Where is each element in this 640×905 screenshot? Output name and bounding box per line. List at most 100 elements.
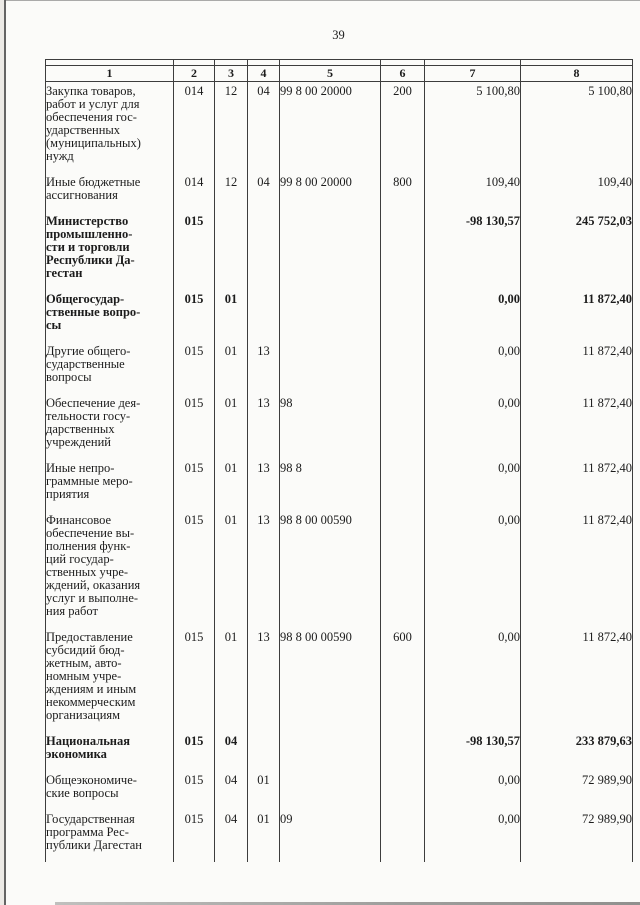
cell-col1: Общеэкономиче- ские вопросы [45, 771, 174, 810]
cell-col2: 014 [173, 81, 215, 173]
cell-col7: 5 100,80 [424, 81, 521, 173]
cell-col2: 015 [173, 732, 215, 771]
table-row: Общегосудар- ственные вопро- сы 015 01 0… [45, 290, 633, 342]
cell-col6 [380, 342, 425, 394]
column-header-1: 1 [45, 65, 174, 82]
column-header-4: 4 [247, 65, 280, 82]
scan-left-edge-line [4, 0, 6, 905]
cell-col5 [279, 290, 381, 342]
cell-col4 [247, 732, 280, 771]
cell-col4: 04 [247, 81, 280, 173]
cell-col3: 01 [214, 394, 248, 459]
column-header-7: 7 [424, 65, 521, 82]
cell-col3 [214, 212, 248, 290]
cell-col1: Иные бюджетные ассигнования [45, 173, 174, 212]
cell-col5 [279, 771, 381, 810]
cell-col8: 72 989,90 [520, 771, 633, 810]
cell-col7: -98 130,57 [424, 212, 521, 290]
cell-col7: 0,00 [424, 771, 521, 810]
cell-col1: Национальная экономика [45, 732, 174, 771]
cell-col2: 015 [173, 342, 215, 394]
table-row: Закупка товаров, работ и услуг для обесп… [45, 81, 633, 173]
cell-col6: 800 [380, 173, 425, 212]
cell-col1: Обеспечение дея- тельности госу- дарстве… [45, 394, 174, 459]
cell-col8: 233 879,63 [520, 732, 633, 771]
cell-col5: 98 8 00 00590 [279, 628, 381, 732]
cell-col8: 11 872,40 [520, 342, 633, 394]
cell-col8: 11 872,40 [520, 628, 633, 732]
cell-col6 [380, 459, 425, 511]
cell-col8: 5 100,80 [520, 81, 633, 173]
cell-col2: 015 [173, 394, 215, 459]
cell-col3: 12 [214, 173, 248, 212]
budget-table: 1 2 3 4 5 6 7 8 Закупка товаров, работ и… [45, 59, 633, 862]
cell-col2: 015 [173, 459, 215, 511]
cell-col7: -98 130,57 [424, 732, 521, 771]
cell-col5: 98 [279, 394, 381, 459]
cell-col2: 015 [173, 511, 215, 628]
cell-col4 [247, 290, 280, 342]
cell-col3: 12 [214, 81, 248, 173]
cell-col7: 0,00 [424, 394, 521, 459]
column-header-6: 6 [380, 65, 425, 82]
table-row: Общеэкономиче- ские вопросы 015 04 01 0,… [45, 771, 633, 810]
scan-top-edge-line [5, 0, 640, 1]
cell-col7: 0,00 [424, 810, 521, 862]
cell-col8: 11 872,40 [520, 459, 633, 511]
cell-col4 [247, 212, 280, 290]
cell-col8: 11 872,40 [520, 290, 633, 342]
table-row: Иные непро- граммные меро- приятия 015 0… [45, 459, 633, 511]
cell-col3: 04 [214, 771, 248, 810]
cell-col2: 015 [173, 290, 215, 342]
cell-col1: Министерство промышленно- сти и торговли… [45, 212, 174, 290]
column-header-3: 3 [214, 65, 248, 82]
cell-col7: 0,00 [424, 290, 521, 342]
cell-col6 [380, 290, 425, 342]
cell-col2: 015 [173, 212, 215, 290]
cell-col5 [279, 212, 381, 290]
cell-col5: 99 8 00 20000 [279, 173, 381, 212]
cell-col7: 0,00 [424, 628, 521, 732]
cell-col6 [380, 511, 425, 628]
cell-col8: 11 872,40 [520, 394, 633, 459]
cell-col4: 04 [247, 173, 280, 212]
cell-col3: 01 [214, 511, 248, 628]
cell-col3: 04 [214, 732, 248, 771]
cell-col1: Финансовое обеспечение вы- полнения функ… [45, 511, 174, 628]
cell-col4: 13 [247, 628, 280, 732]
column-header-8: 8 [520, 65, 633, 82]
table-row: Финансовое обеспечение вы- полнения функ… [45, 511, 633, 628]
cell-col2: 014 [173, 173, 215, 212]
table-row: Иные бюджетные ассигнования 014 12 04 99… [45, 173, 633, 212]
table-row: Обеспечение дея- тельности госу- дарстве… [45, 394, 633, 459]
cell-col3: 01 [214, 342, 248, 394]
page-number: 39 [332, 28, 345, 42]
header-gap-row [45, 59, 633, 66]
cell-col3: 04 [214, 810, 248, 862]
cell-col5 [279, 732, 381, 771]
table-row: Другие общего- сударственные вопросы 015… [45, 342, 633, 394]
cell-col3: 01 [214, 628, 248, 732]
cell-col1: Иные непро- граммные меро- приятия [45, 459, 174, 511]
cell-col5: 98 8 00 00590 [279, 511, 381, 628]
cell-col5: 09 [279, 810, 381, 862]
cell-col6 [380, 394, 425, 459]
cell-col1: Предоставление субсидий бюд- жетным, авт… [45, 628, 174, 732]
cell-col4: 01 [247, 810, 280, 862]
cell-col3: 01 [214, 459, 248, 511]
cell-col5: 98 8 [279, 459, 381, 511]
cell-col1: Общегосудар- ственные вопро- сы [45, 290, 174, 342]
table-row: Государственная программа Рес- публики Д… [45, 810, 633, 862]
table-body: Закупка товаров, работ и услуг для обесп… [45, 81, 633, 862]
cell-col2: 015 [173, 771, 215, 810]
cell-col4: 13 [247, 511, 280, 628]
cell-col6 [380, 810, 425, 862]
cell-col4: 13 [247, 459, 280, 511]
cell-col8: 109,40 [520, 173, 633, 212]
cell-col8: 11 872,40 [520, 511, 633, 628]
cell-col4: 01 [247, 771, 280, 810]
table-head: 1 2 3 4 5 6 7 8 [45, 59, 633, 82]
column-header-5: 5 [279, 65, 381, 82]
cell-col3: 01 [214, 290, 248, 342]
cell-col5 [279, 342, 381, 394]
